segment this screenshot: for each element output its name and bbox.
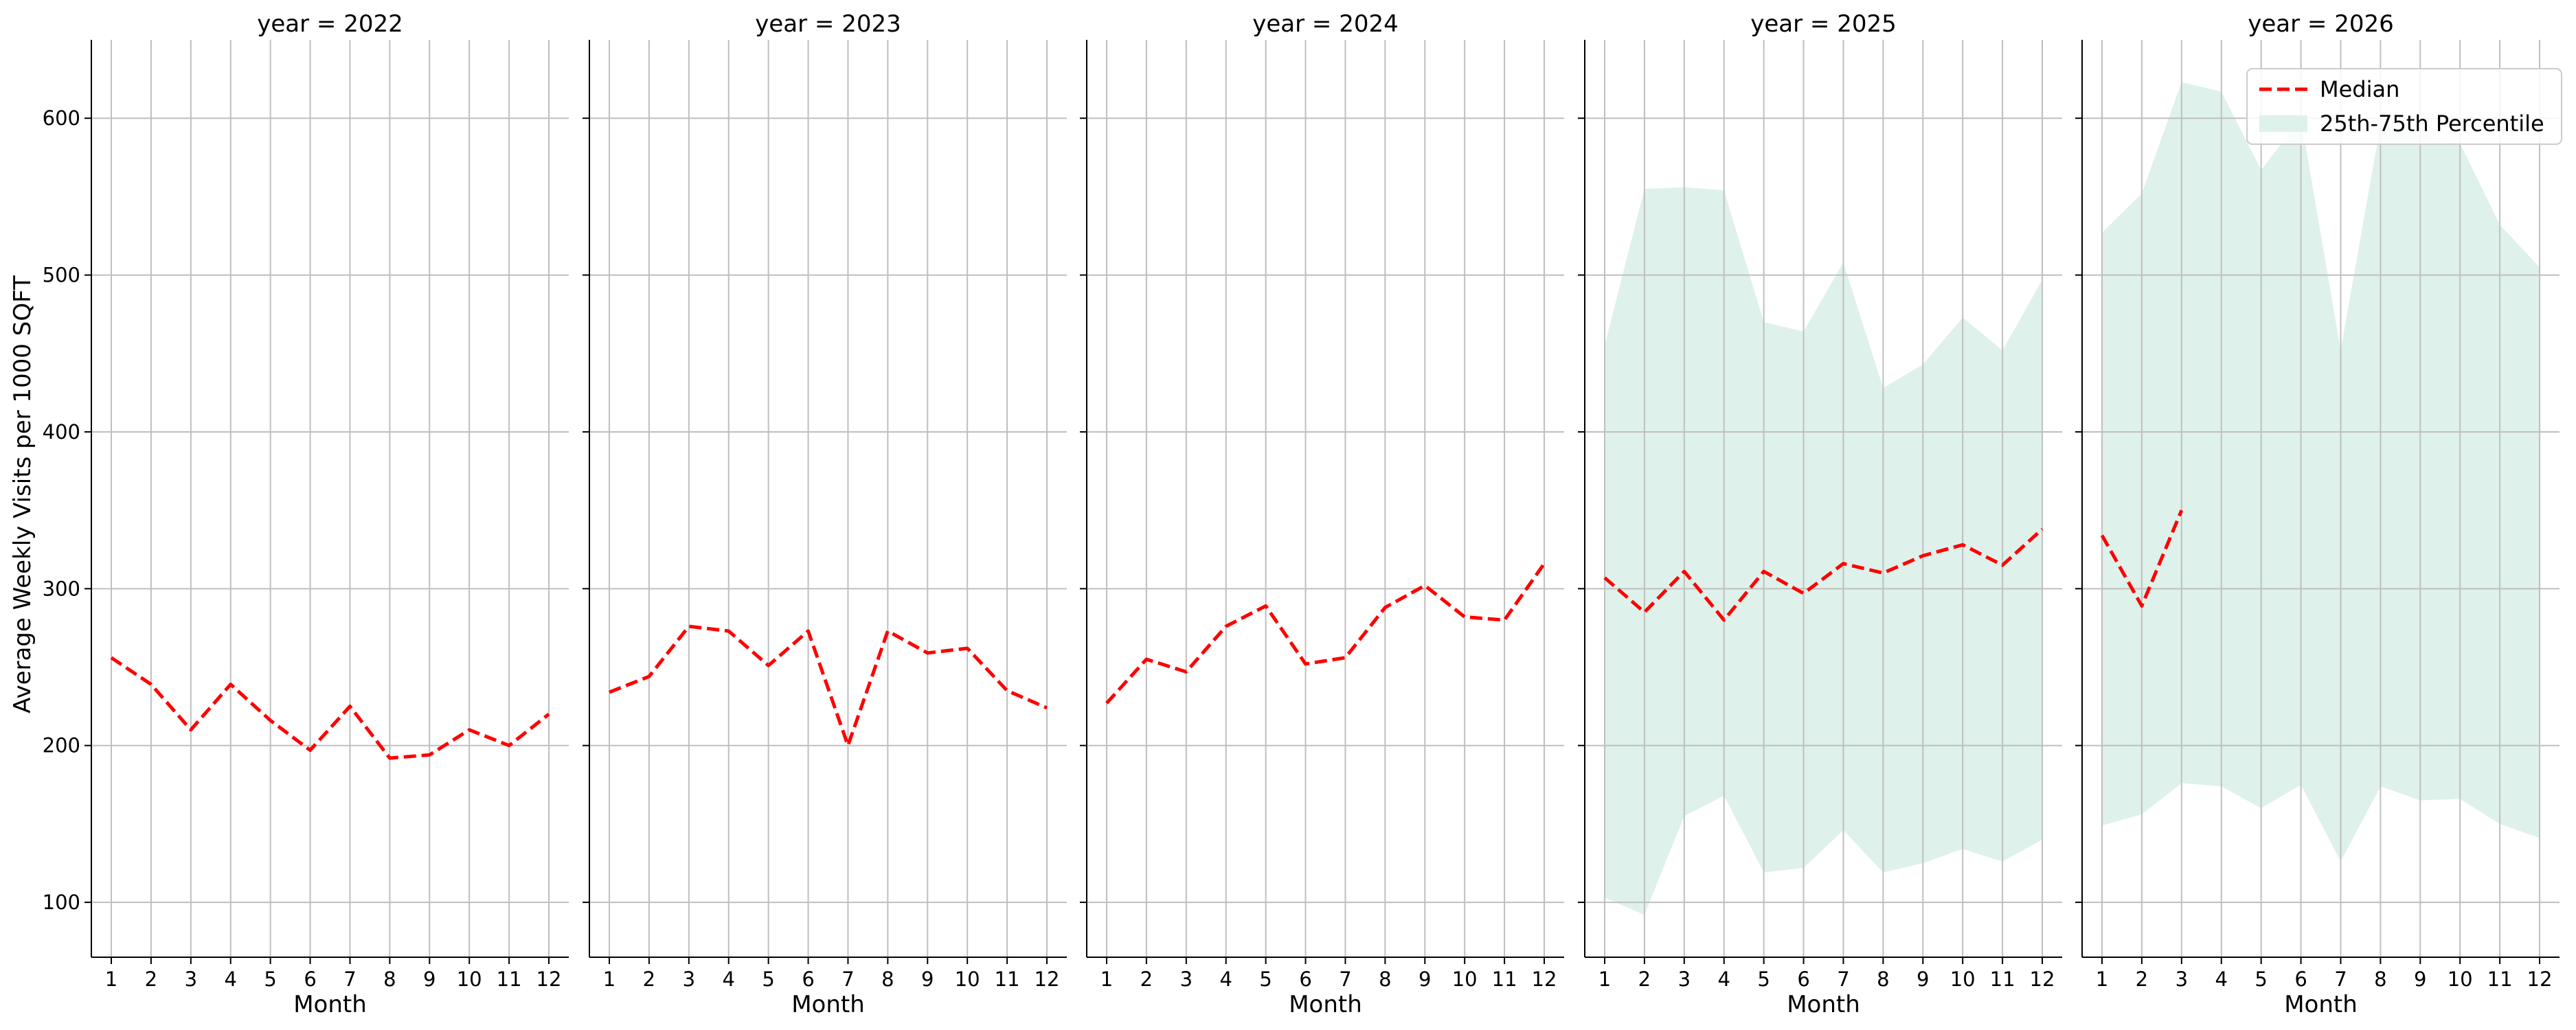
x-tick-label: 1 [2096,968,2108,991]
x-tick-label: 6 [1797,968,1809,991]
x-tick-label: 11 [2487,968,2513,991]
y-axis-label: Average Weekly Visits per 1000 SQFT [9,275,36,713]
x-tick-label: 11 [1492,968,1517,991]
x-tick-label: 7 [2334,968,2347,991]
y-tick-label: 100 [43,891,80,914]
x-tick-label: 12 [536,968,562,991]
median-line [609,624,1048,748]
median-line [1105,562,1546,705]
x-tick-label: 3 [1180,968,1193,991]
x-tick-label: 11 [497,968,522,991]
x-tick-label: 12 [2030,968,2055,991]
percentile-band [2102,82,2540,862]
x-tick-label: 11 [1990,968,2015,991]
x-tick-label: 4 [1718,968,1730,991]
x-tick-label: 2 [1140,968,1153,991]
x-tick-label: 10 [1452,968,1478,991]
median-line [1603,527,2044,622]
x-axis-label: Month [791,991,865,1018]
legend-band-label: 25th-75th Percentile [2320,111,2544,137]
x-tick-label: 6 [1299,968,1311,991]
x-tick-label: 8 [383,968,396,991]
x-tick-label: 2 [1638,968,1651,991]
x-tick-label: 4 [723,968,735,991]
panel-title: year = 2022 [257,10,403,38]
x-tick-label: 1 [1100,968,1113,991]
y-tick-label: 200 [43,734,80,757]
x-tick-label: 1 [603,968,615,991]
x-tick-label: 7 [841,968,854,991]
panel-title: year = 2025 [1750,10,1896,38]
x-tick-label: 8 [1379,968,1391,991]
x-tick-label: 12 [1532,968,1557,991]
x-axis-label: Month [1787,991,1860,1018]
x-tick-label: 10 [955,968,980,991]
legend-frame [2246,68,2562,145]
median-line [2100,510,2184,608]
x-tick-label: 12 [1035,968,1060,991]
x-axis-label: Month [2284,991,2358,1018]
y-tick-label: 300 [43,577,80,600]
x-tick-label: 7 [1339,968,1351,991]
x-tick-label: 7 [343,968,356,991]
x-tick-label: 5 [1259,968,1272,991]
x-tick-label: 4 [2215,968,2228,991]
x-tick-label: 8 [2374,968,2386,991]
x-tick-label: 3 [683,968,695,991]
x-tick-label: 10 [1950,968,1976,991]
x-tick-label: 4 [225,968,237,991]
panel-title: year = 2026 [2248,10,2393,38]
x-tick-label: 9 [423,968,436,991]
x-tick-label: 5 [2255,968,2267,991]
x-tick-label: 9 [1917,968,1929,991]
y-tick-label: 400 [43,420,80,444]
x-tick-label: 11 [995,968,1020,991]
legend-band-swatch [2259,115,2307,132]
x-tick-label: 4 [1220,968,1232,991]
legend: Median 25th-75th Percentile [2246,68,2562,145]
y-tick-label: 600 [43,106,80,130]
x-tick-label: 9 [1419,968,1431,991]
panel-title: year = 2024 [1252,10,1398,38]
x-tick-label: 8 [1877,968,1889,991]
x-tick-label: 2 [643,968,655,991]
panel-title: year = 2023 [755,10,901,38]
x-tick-label: 2 [145,968,157,991]
x-tick-label: 3 [185,968,197,991]
median-line [110,656,550,760]
x-tick-label: 9 [2414,968,2426,991]
x-tick-label: 6 [802,968,814,991]
percentile-band [1605,187,2042,915]
legend-median-label: Median [2320,76,2399,102]
x-tick-label: 6 [304,968,316,991]
x-tick-label: 5 [1757,968,1770,991]
x-tick-label: 1 [105,968,117,991]
x-tick-label: 1 [1598,968,1611,991]
x-tick-label: 7 [1837,968,1849,991]
x-tick-label: 3 [2176,968,2188,991]
x-tick-label: 8 [881,968,894,991]
y-tick-label: 500 [43,264,80,287]
x-tick-label: 10 [457,968,482,991]
x-tick-label: 5 [762,968,774,991]
x-tick-label: 3 [1678,968,1691,991]
x-tick-label: 12 [2527,968,2553,991]
x-axis-label: Month [1289,991,1362,1018]
x-tick-label: 5 [264,968,276,991]
x-tick-label: 2 [2136,968,2148,991]
x-tick-label: 10 [2448,968,2473,991]
x-tick-label: 9 [921,968,934,991]
x-tick-label: 6 [2294,968,2307,991]
x-axis-label: Month [293,991,367,1018]
